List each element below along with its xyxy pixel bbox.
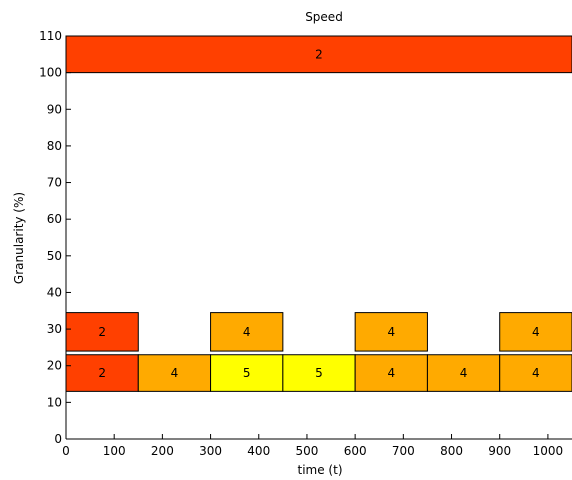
x-tick-label-5: 500 bbox=[295, 444, 318, 458]
x-tick-label-8: 800 bbox=[440, 444, 463, 458]
x-ticks: 0 100 200 300 400 500 600 700 800 900 1000 bbox=[62, 434, 563, 458]
block-label-9: 4 bbox=[387, 366, 395, 380]
y-tick-label-6: 60 bbox=[47, 212, 62, 226]
y-tick-label-8: 80 bbox=[47, 139, 62, 153]
y-tick-label-0: 0 bbox=[54, 432, 62, 446]
block-rect-10 bbox=[426, 354, 501, 392]
block-6: 4 bbox=[137, 354, 212, 392]
block-4: 4 bbox=[499, 312, 572, 352]
x-tick-label-4: 400 bbox=[247, 444, 270, 458]
y-tick-label-9: 90 bbox=[47, 102, 62, 116]
block-label-8: 5 bbox=[315, 366, 323, 380]
block-label-7: 5 bbox=[243, 366, 251, 380]
x-tick-label-3: 300 bbox=[199, 444, 222, 458]
blocks-layer: 2 2 4 4 4 2 4 5 5 4 4 4 bbox=[65, 35, 572, 392]
block-11: 4 bbox=[499, 354, 572, 392]
block-1: 2 bbox=[65, 312, 139, 352]
x-tick-label-7: 700 bbox=[392, 444, 415, 458]
x-tick-label-1: 100 bbox=[103, 444, 126, 458]
block-rect-0 bbox=[65, 35, 572, 74]
block-label-0: 2 bbox=[315, 47, 323, 61]
block-7: 5 bbox=[210, 354, 284, 392]
block-rect-7 bbox=[210, 354, 284, 392]
block-rect-3 bbox=[354, 312, 428, 352]
x-tick-label-10: 1000 bbox=[533, 444, 564, 458]
block-10: 4 bbox=[426, 354, 501, 392]
block-rect-11 bbox=[499, 354, 572, 392]
y-tick-label-4: 40 bbox=[47, 285, 62, 299]
block-label-11: 4 bbox=[532, 366, 540, 380]
x-axis-title: time (t) bbox=[298, 463, 343, 477]
block-rect-9 bbox=[354, 354, 428, 392]
block-5: 2 bbox=[65, 354, 139, 392]
axes-layer bbox=[65, 36, 572, 440]
x-tick-label-2: 200 bbox=[151, 444, 174, 458]
block-3: 4 bbox=[354, 312, 428, 352]
block-8: 5 bbox=[282, 354, 356, 392]
y-ticks: 0 10 20 30 40 50 60 70 80 90 100 110 bbox=[39, 29, 71, 446]
block-rect-2 bbox=[210, 312, 284, 352]
y-tick-label-2: 20 bbox=[47, 359, 62, 373]
x-tick-label-0: 0 bbox=[62, 444, 70, 458]
x-tick-label-6: 600 bbox=[344, 444, 367, 458]
block-rect-4 bbox=[499, 312, 572, 352]
block-label-5: 2 bbox=[98, 366, 106, 380]
block-9: 4 bbox=[354, 354, 428, 392]
y-axis-title: Granularity (%) bbox=[12, 192, 26, 284]
chart-title: Speed bbox=[305, 10, 343, 24]
block-label-6: 4 bbox=[171, 366, 179, 380]
y-tick-label-11: 110 bbox=[39, 29, 62, 43]
block-2: 4 bbox=[210, 312, 284, 352]
y-tick-label-7: 70 bbox=[47, 176, 62, 190]
block-label-3: 4 bbox=[387, 325, 395, 339]
y-tick-label-5: 50 bbox=[47, 249, 62, 263]
block-label-10: 4 bbox=[460, 366, 468, 380]
y-tick-label-10: 100 bbox=[39, 66, 62, 80]
block-0: 2 bbox=[65, 35, 572, 74]
block-rect-1 bbox=[65, 312, 139, 352]
x-tick-label-9: 900 bbox=[488, 444, 511, 458]
block-rect-8 bbox=[282, 354, 356, 392]
block-label-4: 4 bbox=[532, 325, 540, 339]
block-label-1: 2 bbox=[98, 325, 106, 339]
y-tick-label-1: 10 bbox=[47, 395, 62, 409]
y-tick-label-3: 30 bbox=[47, 322, 62, 336]
block-label-2: 4 bbox=[243, 325, 251, 339]
